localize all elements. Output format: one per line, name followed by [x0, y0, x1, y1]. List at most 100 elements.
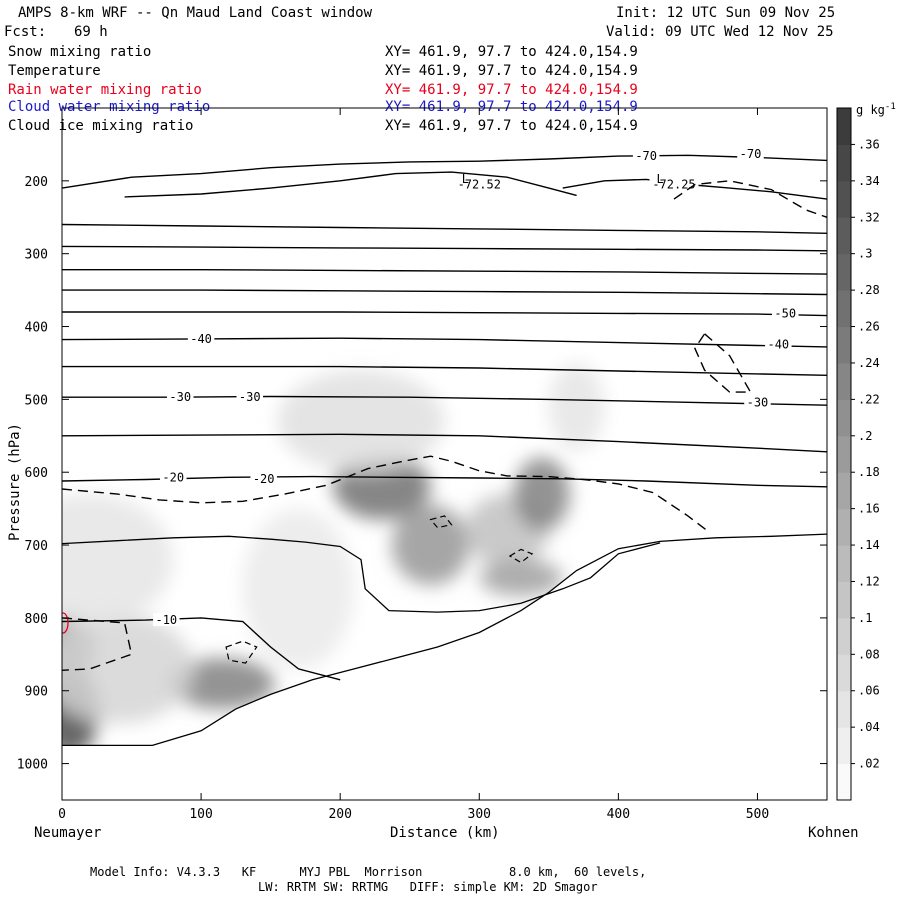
colorbar-segment — [837, 617, 851, 655]
low-marker: L — [462, 172, 469, 186]
contour-lines: -70 -70 -72.52 -72.25 -50 -40 -40 -30 -30 -30 -20 -… — [62, 146, 827, 747]
temperature-contour-label: -30 — [169, 390, 191, 404]
colorbar-frame — [836, 107, 852, 801]
temperature-label-bg — [772, 306, 799, 320]
temperature-label-bg — [236, 390, 264, 404]
x-start-label: Neumayer — [34, 825, 102, 841]
temperature-contour-label: -70 — [740, 147, 762, 161]
colorbar-tick-label: .24 — [858, 356, 880, 370]
spacer-path — [118, 185, 674, 200]
colorbar-tick-label: .34 — [858, 174, 880, 188]
colorbar-segment — [837, 399, 851, 437]
forecast-hours: 69 h — [74, 24, 108, 40]
temperature-contour-12 — [62, 475, 827, 488]
temperature-label-bg — [454, 177, 504, 191]
colorbar: .02 .04 .06 .08 .1 .12 .14 .16 .18 .2 .22 .24 .26 .28… — [836, 107, 880, 801]
y-tick-label: 400 — [25, 321, 48, 336]
temperature-contour-11 — [62, 433, 827, 453]
colorbar-tick-label: .04 — [858, 720, 880, 734]
temperature-contour-label: -30 — [239, 390, 261, 404]
small-loop-1 — [508, 548, 534, 564]
x-tick-label: 500 — [746, 807, 769, 822]
temperature-label-bg — [649, 177, 699, 191]
temperature-contour-0 — [62, 154, 827, 189]
x-tick-label: 300 — [468, 807, 491, 822]
colorbar-segment — [837, 727, 851, 765]
x-end-label: Kohnen — [808, 825, 859, 841]
colorbar-tick-label: .16 — [858, 502, 880, 516]
terrain-surface-line — [62, 533, 827, 747]
colorbar-tick-label: .12 — [858, 574, 880, 588]
temperature-label-bg — [160, 470, 187, 484]
axes: 200 300 400 500 600 700 800 900 1000 0 100 200 300 40… — [17, 108, 827, 822]
x-axis-label: Distance (km) — [390, 825, 500, 841]
field-coords-temperature: XY= 461.9, 97.7 to 424.0,154.9 — [385, 63, 638, 79]
temperature-label-bg — [250, 471, 277, 485]
colorbar-tick-label: .14 — [858, 538, 880, 552]
snow-blob-5 — [242, 508, 355, 669]
colorbar-segment — [837, 581, 851, 619]
colorbar-segment — [837, 472, 851, 510]
temperature-contour-label: -72.52 — [458, 177, 501, 191]
temperature-contour-label: -40 — [190, 332, 212, 346]
colorbar-tick-label: .32 — [858, 210, 880, 224]
snow-blob-12 — [548, 362, 605, 451]
colorbar-tick-label: .22 — [858, 392, 880, 406]
rain-marker — [62, 612, 69, 634]
plot-frame — [61, 107, 828, 801]
temperature-contour-4 — [62, 245, 827, 252]
temperature-contour-8 — [62, 337, 827, 348]
field-coords-cloud-ice: XY= 461.9, 97.7 to 424.0,154.9 — [385, 118, 638, 134]
temperature-contour-label: -10 — [155, 613, 177, 627]
colorbar-tick-label: .3 — [858, 247, 872, 261]
colorbar-segment — [837, 690, 851, 728]
field-name-snow: Snow mixing ratio — [8, 44, 152, 60]
snow-blob-11 — [277, 370, 445, 473]
colorbar-tick-label: .02 — [858, 757, 880, 771]
colorbar-segment — [837, 217, 851, 255]
snow-blob-7 — [391, 504, 470, 586]
y-tick-label: 1000 — [17, 758, 48, 773]
x-tick-label: 100 — [189, 807, 212, 822]
temperature-contour-label: -30 — [747, 395, 769, 409]
colorbar-unit-text: g kg — [856, 103, 885, 117]
temperature-contour-label: -70 — [635, 149, 657, 163]
field-coords-cloud-water: XY= 461.9, 97.7 to 424.0,154.9 — [385, 99, 638, 115]
model-info: Model Info: V4.3.3 KF MYJ PBL Morrison 8… — [90, 865, 647, 879]
colorbar-segment — [837, 180, 851, 218]
ice-dashed-outline — [62, 617, 133, 671]
temperature-contour-label: -40 — [767, 338, 789, 352]
colorbar-segment — [837, 654, 851, 692]
temperature-contour-label: -20 — [253, 472, 275, 486]
colorbar-tick-label: .18 — [858, 465, 880, 479]
x-tick-label: 0 — [58, 807, 66, 822]
colorbar-tick-label: .08 — [858, 647, 880, 661]
y-tick-label: 300 — [25, 248, 48, 263]
temperature-contour-5 — [62, 269, 827, 275]
figure-title: AMPS 8-km WRF -- Qn Maud Land Coast wind… — [18, 5, 373, 21]
colorbar-segment — [837, 326, 851, 364]
temperature-contour-label: -50 — [774, 306, 796, 320]
snow-blob-4 — [62, 494, 174, 626]
temperature-label-bg — [765, 337, 792, 351]
forecast-label: Fcst: — [4, 24, 47, 40]
colorbar-segment — [837, 362, 851, 400]
colorbar-tick-label: .06 — [858, 684, 880, 698]
snow-blob-10 — [479, 559, 563, 597]
colorbar-segment — [837, 144, 851, 182]
snow-blob-9 — [514, 457, 570, 531]
colorbar-tick-label: .26 — [858, 320, 880, 334]
field-name-rain: Rain water mixing ratio — [8, 82, 202, 98]
snow-shading — [62, 362, 605, 746]
colorbar-unit-exponent: -1 — [884, 102, 896, 112]
field-name-cloud-ice: Cloud ice mixing ratio — [8, 118, 194, 134]
snow-blob-2 — [169, 657, 275, 709]
temperature-label-bg — [632, 149, 660, 163]
temperature-contour-1 — [124, 171, 577, 198]
colorbar-unit: g kg-1 — [856, 101, 896, 117]
temperature-contour-7 — [62, 311, 827, 317]
ice-dashed-outline-loop — [694, 332, 752, 393]
field-name-cloud-water: Cloud water mixing ratio — [8, 99, 211, 115]
